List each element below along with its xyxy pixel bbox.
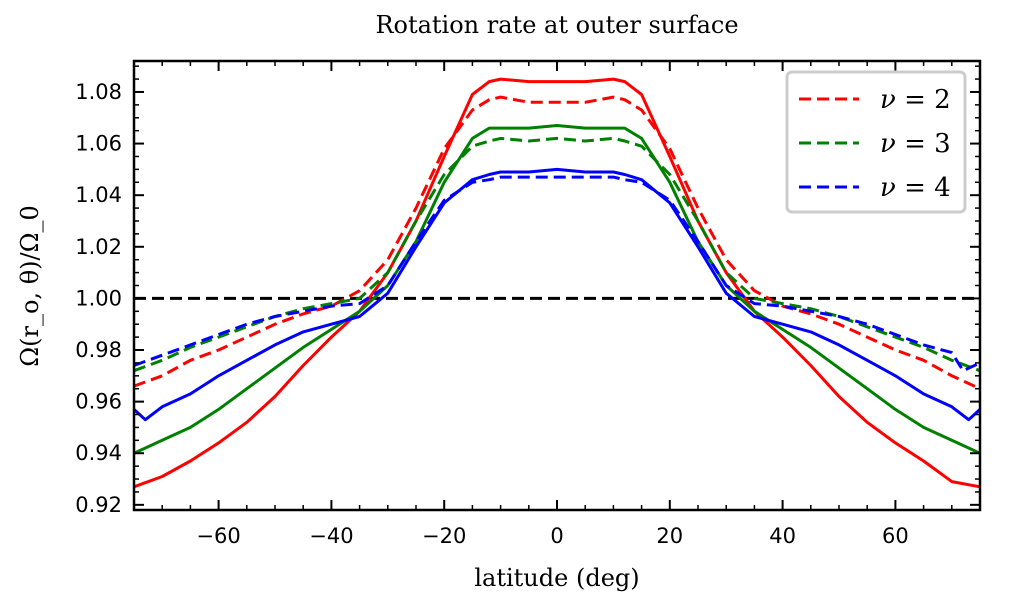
series-line-nu4-dashed [133, 175, 981, 373]
x-tick-label: −40 [309, 524, 353, 548]
series-line-nu4-solid [132, 167, 982, 422]
legend-frame [785, 70, 967, 214]
y-tick-label: 1.08 [75, 80, 122, 104]
x-axis-label: latitude (deg) [474, 564, 639, 592]
y-tick-label: 0.94 [75, 441, 122, 465]
legend-label-eq: = [896, 85, 934, 115]
legend: ν = 2ν = 3ν = 4 [785, 70, 967, 214]
legend-label-symbol: ν [880, 173, 896, 203]
y-tick-label: 1.00 [75, 286, 122, 310]
legend-label-eq: = [896, 129, 934, 159]
legend-label: ν = 4 [880, 173, 951, 203]
legend-label-value: 2 [934, 85, 951, 115]
legend-label-eq: = [896, 173, 934, 203]
y-tick-label: 1.06 [75, 132, 122, 156]
x-tick-label: −60 [196, 524, 240, 548]
series-line-nu3-solid [133, 124, 981, 455]
series-line-nu2-dashed [133, 95, 981, 391]
legend-label-value: 4 [934, 173, 951, 203]
y-axis-label: Ω(r_o, θ)/Ω_0 [16, 205, 44, 367]
plot-area [132, 77, 982, 489]
y-tick-label: 0.98 [75, 338, 122, 362]
y-tick-label: 0.92 [75, 493, 122, 517]
x-tick-label: 60 [882, 524, 909, 548]
y-tick-label: 0.96 [75, 390, 122, 414]
chart-title: Rotation rate at outer surface [375, 11, 738, 39]
x-tick-label: 20 [656, 524, 683, 548]
y-tick-label: 1.04 [75, 183, 122, 207]
axes-frame [132, 59, 982, 512]
x-tick-label: 40 [769, 524, 796, 548]
legend-label: ν = 2 [880, 85, 951, 115]
axis-tick-labels: −60 −40 −20 0 20 40 60 0.92 0.94 0.96 0.98 1.00 1.02… [75, 80, 909, 548]
legend-label-symbol: ν [880, 85, 896, 115]
legend-label: ν = 3 [880, 129, 951, 159]
series-line-nu2-solid [133, 77, 981, 489]
x-tick-label: −20 [422, 524, 466, 548]
x-tick-label: 0 [550, 524, 563, 548]
legend-label-value: 3 [934, 129, 951, 159]
y-tick-label: 1.02 [75, 235, 122, 259]
legend-label-symbol: ν [880, 129, 896, 159]
